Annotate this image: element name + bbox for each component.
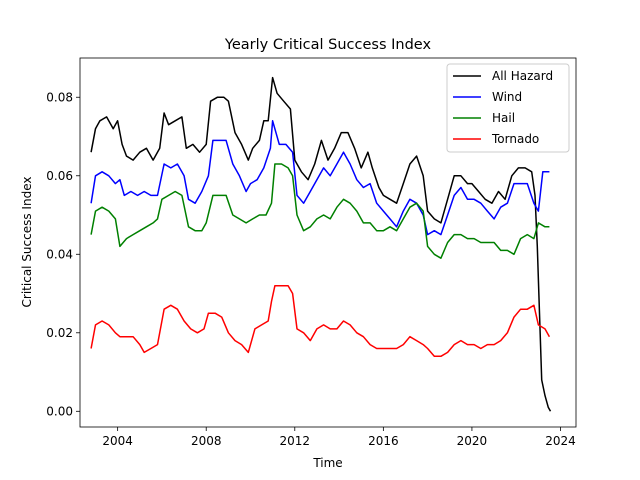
x-axis-label: Time [312, 456, 342, 470]
x-axis-ticks: 2004 2008 2012 2016 2020 2024 [102, 427, 576, 448]
y-axis-label: Critical Success Index [20, 177, 34, 308]
x-tick-label: 2020 [457, 434, 488, 448]
chart-title: Yearly Critical Success Index [224, 37, 432, 53]
x-tick-label: 2004 [102, 434, 133, 448]
x-tick-label: 2012 [280, 434, 311, 448]
y-tick-label: 0.02 [46, 326, 73, 340]
series-line-wind [90, 120, 550, 236]
plot-lines [90, 76, 552, 412]
x-tick-label: 2008 [191, 434, 222, 448]
legend-items: All Hazard Wind Hail Tornado [453, 69, 553, 146]
axes-frame [79, 57, 577, 428]
series-line-all-hazard [90, 76, 552, 412]
legend-label-wind: Wind [492, 90, 522, 104]
legend: All Hazard Wind Hail Tornado [446, 63, 570, 153]
y-tick-label: 0.08 [46, 90, 73, 104]
y-tick-label: 0.00 [46, 404, 73, 418]
x-tick-label: 2016 [368, 434, 399, 448]
y-tick-label: 0.06 [46, 169, 73, 183]
series-line-hail [90, 163, 550, 259]
y-axis-ticks: 0.00 0.02 0.04 0.06 0.08 [46, 90, 80, 418]
series-line-tornado [90, 284, 551, 358]
legend-label-hail: Hail [492, 111, 515, 125]
legend-box [446, 63, 570, 153]
legend-label-all-hazard: All Hazard [492, 69, 553, 83]
legend-label-tornado: Tornado [491, 132, 539, 146]
y-tick-label: 0.04 [46, 247, 73, 261]
x-tick-label: 2024 [545, 434, 576, 448]
